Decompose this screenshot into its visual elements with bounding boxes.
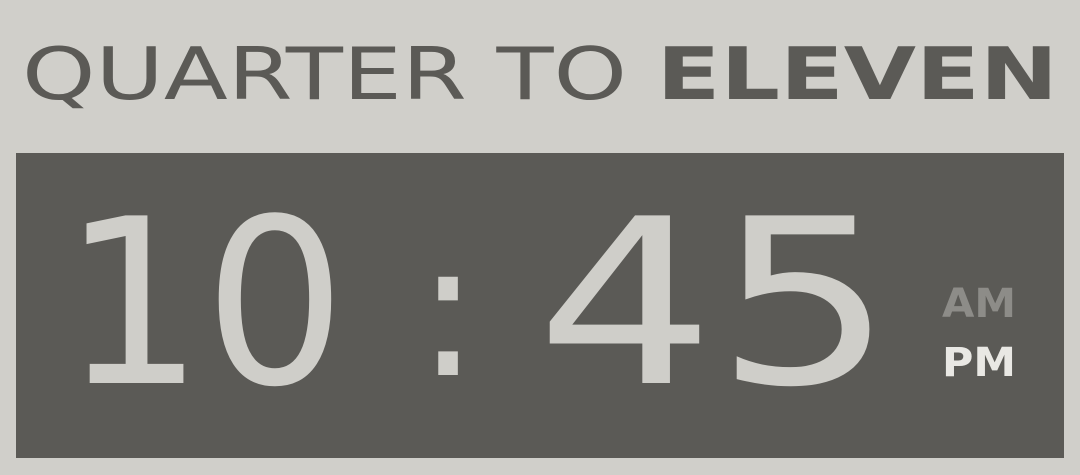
- heading-light-words: QUARTER TO: [22, 35, 627, 111]
- am-pm-indicator: AM PM: [942, 287, 1016, 386]
- heading-bold-word: ELEVEN: [657, 35, 1058, 111]
- clock-hours: 10: [62, 171, 346, 438]
- pm-label: PM: [942, 340, 1016, 386]
- digital-clock-panel: 10 : 45 AM PM: [16, 153, 1064, 458]
- svg-text:QUARTER TO ELEVEN: QUARTER TO ELEVEN: [22, 35, 1058, 111]
- time-in-words-heading: QUARTER TO ELEVEN: [22, 35, 1062, 111]
- clock-separator: :: [416, 199, 480, 420]
- am-label: AM: [942, 287, 1016, 327]
- clock-minutes: 45: [536, 171, 894, 438]
